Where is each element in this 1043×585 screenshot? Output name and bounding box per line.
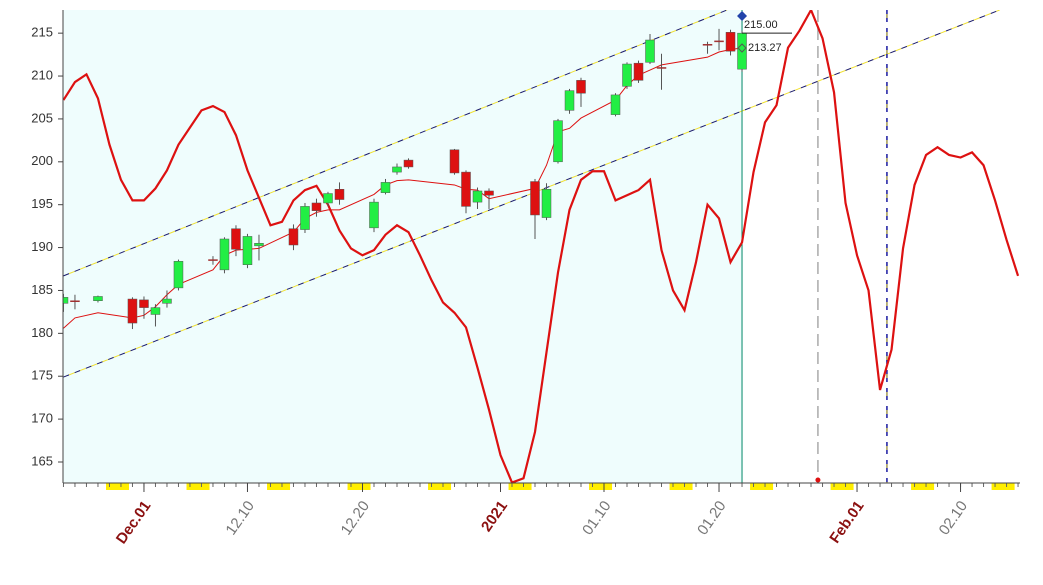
candle-body (254, 243, 264, 247)
candle-body (610, 94, 621, 115)
candle-body (484, 190, 494, 196)
weekend-marker (991, 483, 1015, 490)
candle-body (93, 296, 103, 301)
x-tick-label: 2021 (478, 498, 511, 535)
candle-body (564, 90, 575, 111)
weekend-marker (267, 483, 291, 490)
moving-average-line (63, 47, 743, 329)
candle-body (208, 259, 218, 261)
plot-area (63, 10, 1020, 483)
weekend-marker (830, 483, 854, 490)
weekend-marker (911, 483, 935, 490)
channel-line-dash (63, 10, 728, 277)
candle-body (70, 300, 80, 302)
candle-body (173, 261, 184, 289)
y-tick-label: 190 (31, 239, 53, 254)
weekend-marker (106, 483, 130, 490)
y-tick-label: 170 (31, 411, 53, 426)
candle-body (334, 189, 345, 200)
price-label-marker (737, 43, 747, 53)
marker-diamond (737, 11, 748, 22)
candle-body (725, 32, 736, 52)
weekend-marker (428, 483, 452, 490)
candle-body (162, 298, 172, 304)
price-label: 215.00 (744, 19, 778, 31)
candle-body (530, 181, 540, 216)
y-tick-label: 180 (31, 325, 53, 340)
candle-body (461, 171, 471, 207)
candle-body (633, 62, 644, 81)
weekend-marker (589, 483, 613, 490)
candle-body (702, 44, 713, 46)
y-tick-label: 165 (31, 453, 53, 468)
y-tick-label: 205 (31, 110, 53, 125)
x-tick-label: 12.20 (338, 498, 373, 539)
candle-body (576, 80, 586, 94)
y-tick-label: 210 (31, 67, 53, 82)
candle-body (323, 193, 333, 204)
candle-body (645, 39, 655, 63)
candle-body (127, 298, 138, 324)
candle-body (311, 202, 322, 211)
candle-body (622, 63, 632, 87)
x-tick-label: 01.10 (579, 498, 614, 539)
y-tick-label: 195 (31, 196, 53, 211)
weekend-marker (669, 483, 693, 490)
candle-body (449, 149, 460, 174)
candle-body (231, 228, 241, 250)
candle-body (541, 189, 552, 218)
candle-body (288, 228, 299, 246)
y-tick-label: 175 (31, 368, 53, 383)
candle-body (472, 190, 483, 203)
candle-body (139, 299, 149, 308)
candle-body (737, 32, 747, 70)
candle-body (369, 201, 379, 229)
y-tick-label: 200 (31, 153, 53, 168)
candle-body (553, 120, 563, 163)
candle-body (219, 238, 230, 271)
candle-body (150, 307, 161, 315)
candle-body (714, 40, 724, 43)
x-tick-label: 02.10 (936, 498, 971, 539)
x-tick-label: 12.10 (223, 498, 258, 539)
x-tick-label: Dec.01 (113, 498, 155, 547)
candle-body (380, 182, 391, 193)
history-background (63, 10, 743, 483)
price-label: 213.27 (748, 42, 782, 54)
candle-body (403, 159, 414, 168)
x-tick-label: Feb.01 (826, 498, 867, 547)
y-tick-label: 215 (31, 25, 53, 40)
end-dot (815, 477, 821, 483)
x-tick-label: 01.20 (694, 498, 729, 539)
oscillator-line (63, 10, 1020, 483)
candle-body (242, 236, 253, 265)
weekend-marker (750, 483, 774, 490)
weekend-marker (186, 483, 210, 490)
weekend-marker (508, 483, 532, 490)
candle-body (656, 67, 667, 69)
candle-body (392, 166, 402, 173)
weekend-marker (347, 483, 371, 490)
candle-body (300, 206, 310, 230)
y-tick-label: 185 (31, 282, 53, 297)
